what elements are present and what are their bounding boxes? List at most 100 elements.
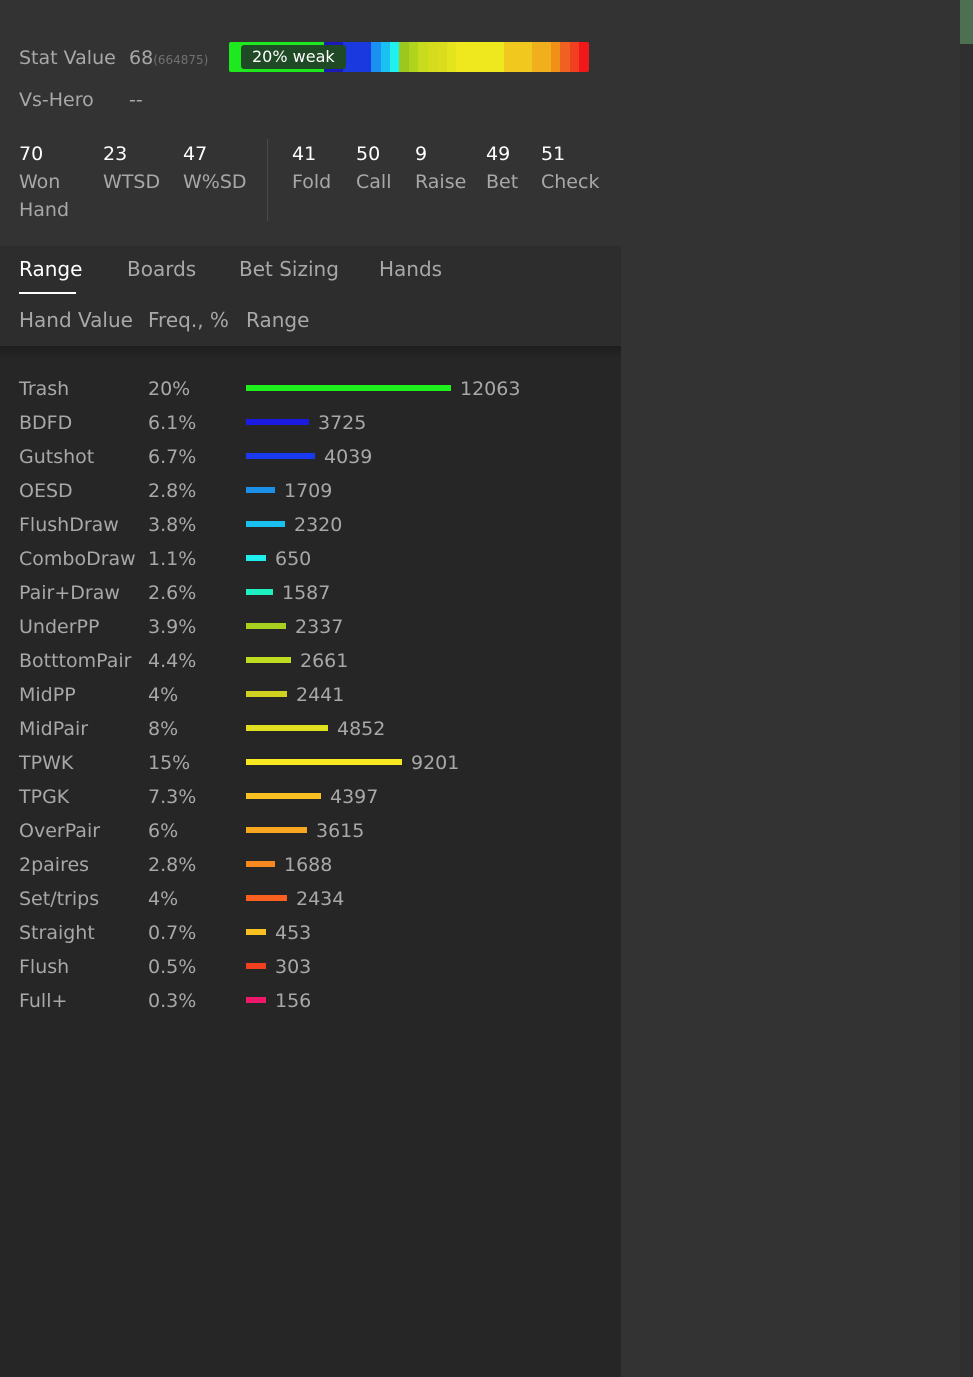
range-bar: [246, 487, 275, 493]
range-bar: [246, 759, 402, 765]
hand-value-name: Trash: [19, 378, 70, 400]
range-count: 2320: [294, 514, 343, 536]
hand-value-freq: 4%: [148, 684, 179, 706]
hand-value-row[interactable]: Full+ 0.3% 156: [0, 986, 621, 1020]
hand-value-name: Set/trips: [19, 888, 100, 910]
range-count: 1587: [282, 582, 331, 604]
range-bar: [246, 963, 266, 969]
tab-hands[interactable]: Hands: [379, 257, 443, 281]
stat-value-number: 68: [129, 47, 154, 69]
stats-divider: [267, 139, 268, 221]
hand-value-freq: 2.8%: [148, 480, 197, 502]
heatbar-segment: [427, 42, 438, 72]
heatbar-segment: [560, 42, 570, 72]
hand-value-row[interactable]: FlushDraw 3.8% 2320: [0, 510, 621, 544]
heatbar-segment: [361, 42, 372, 72]
heatbar-segment: [389, 42, 400, 72]
hand-value-row[interactable]: BDFD 6.1% 3725: [0, 408, 621, 442]
range-bar: [246, 419, 309, 425]
hand-value-name: BDFD: [19, 412, 73, 434]
stat-cell-value: 9: [415, 143, 428, 165]
scrollbar-track[interactable]: [960, 0, 973, 1377]
range-count: 4039: [324, 446, 373, 468]
hand-value-name: Full+: [19, 990, 68, 1012]
stat-cell-label: Raise: [415, 171, 467, 193]
stat-cell-value: 50: [356, 143, 381, 165]
range-count: 303: [275, 956, 312, 978]
hand-value-row[interactable]: MidPair 8% 4852: [0, 714, 621, 748]
hand-value-row[interactable]: UnderPP 3.9% 2337: [0, 612, 621, 646]
heatbar-segment: [569, 42, 580, 72]
hand-value-row[interactable]: TPGK 7.3% 4397: [0, 782, 621, 816]
range-count: 4397: [330, 786, 379, 808]
stat-value-sample: (664875): [153, 53, 209, 67]
range-count: 1709: [284, 480, 333, 502]
tab-bet-sizing[interactable]: Bet Sizing: [239, 257, 339, 281]
range-count: 2441: [296, 684, 345, 706]
range-count: 12063: [460, 378, 521, 400]
range-bar: [246, 589, 273, 595]
vs-hero-row: Vs-Hero --: [19, 89, 143, 111]
column-header-freq[interactable]: Freq., %: [148, 308, 229, 332]
heatbar-segment: [418, 42, 428, 72]
hand-value-name: Pair+Draw: [19, 582, 120, 604]
range-bar: [246, 385, 451, 391]
stat-cell-label: Call: [356, 171, 392, 193]
hand-value-freq: 1.1%: [148, 548, 197, 570]
range-count: 650: [275, 548, 312, 570]
hand-value-row[interactable]: Trash 20% 12063: [0, 374, 621, 408]
range-bar: [246, 861, 275, 867]
hand-value-row[interactable]: OESD 2.8% 1709: [0, 476, 621, 510]
heatbar-segment: [541, 42, 551, 72]
hand-value-freq: 3.9%: [148, 616, 197, 638]
heatbar-segment: [475, 42, 485, 72]
heatbar-segment: [437, 42, 447, 72]
hand-value-freq: 4.4%: [148, 650, 197, 672]
hand-value-row[interactable]: TPWK 15% 9201: [0, 748, 621, 782]
hand-value-row[interactable]: 2paires 2.8% 1688: [0, 850, 621, 884]
tab-range[interactable]: Range: [19, 257, 83, 281]
range-count: 2337: [295, 616, 344, 638]
stat-cell-label: Bet: [486, 171, 519, 193]
hand-value-row[interactable]: Straight 0.7% 453: [0, 918, 621, 952]
hand-value-row[interactable]: MidPP 4% 2441: [0, 680, 621, 714]
hand-value-row[interactable]: OverPair 6% 3615: [0, 816, 621, 850]
range-count: 2661: [300, 650, 349, 672]
heatbar-segment: [408, 42, 419, 72]
heatbar-segment: [550, 42, 561, 72]
hand-value-row[interactable]: Gutshot 6.7% 4039: [0, 442, 621, 476]
hand-value-freq: 0.7%: [148, 922, 197, 944]
range-bar: [246, 623, 286, 629]
hand-value-name: Gutshot: [19, 446, 95, 468]
hand-value-freq: 0.3%: [148, 990, 197, 1012]
stat-cell-value: 41: [292, 143, 317, 165]
hand-value-name: MidPair: [19, 718, 89, 740]
hand-value-row[interactable]: Flush 0.5% 303: [0, 952, 621, 986]
stat-cell: 70 Won Hand: [19, 140, 69, 224]
scrollbar-thumb[interactable]: [960, 0, 973, 44]
hand-value-row[interactable]: BotttomPair 4.4% 2661: [0, 646, 621, 680]
range-bar: [246, 793, 321, 799]
hand-value-name: TPWK: [19, 752, 74, 774]
stat-cell-label: Check: [541, 171, 600, 193]
stats-header: Stat Value 68(664875) 20% weak Vs-Hero -- …: [0, 0, 960, 246]
hand-value-row[interactable]: Set/trips 4% 2434: [0, 884, 621, 918]
column-header-hand-value[interactable]: Hand Value: [19, 308, 133, 332]
range-count: 156: [275, 990, 312, 1012]
range-count: 4852: [337, 718, 386, 740]
column-header-range[interactable]: Range: [246, 308, 310, 332]
range-bar: [246, 657, 291, 663]
range-bar: [246, 895, 287, 901]
hand-value-freq: 6.7%: [148, 446, 197, 468]
vs-hero-label: Vs-Hero: [19, 89, 94, 111]
heatbar-segment: [371, 42, 381, 72]
heatbar-segment: [484, 42, 495, 72]
hand-value-row[interactable]: Pair+Draw 2.6% 1587: [0, 578, 621, 612]
tab-boards[interactable]: Boards: [127, 257, 197, 281]
range-count: 3615: [316, 820, 365, 842]
stat-cell-label: Fold: [292, 171, 332, 193]
hand-value-name: Flush: [19, 956, 70, 978]
stat-cell-label: Won Hand: [19, 171, 70, 221]
hand-value-name: MidPP: [19, 684, 76, 706]
hand-value-row[interactable]: ComboDraw 1.1% 650: [0, 544, 621, 578]
